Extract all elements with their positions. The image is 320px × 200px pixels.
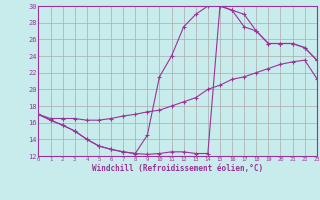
X-axis label: Windchill (Refroidissement éolien,°C): Windchill (Refroidissement éolien,°C) [92, 164, 263, 173]
